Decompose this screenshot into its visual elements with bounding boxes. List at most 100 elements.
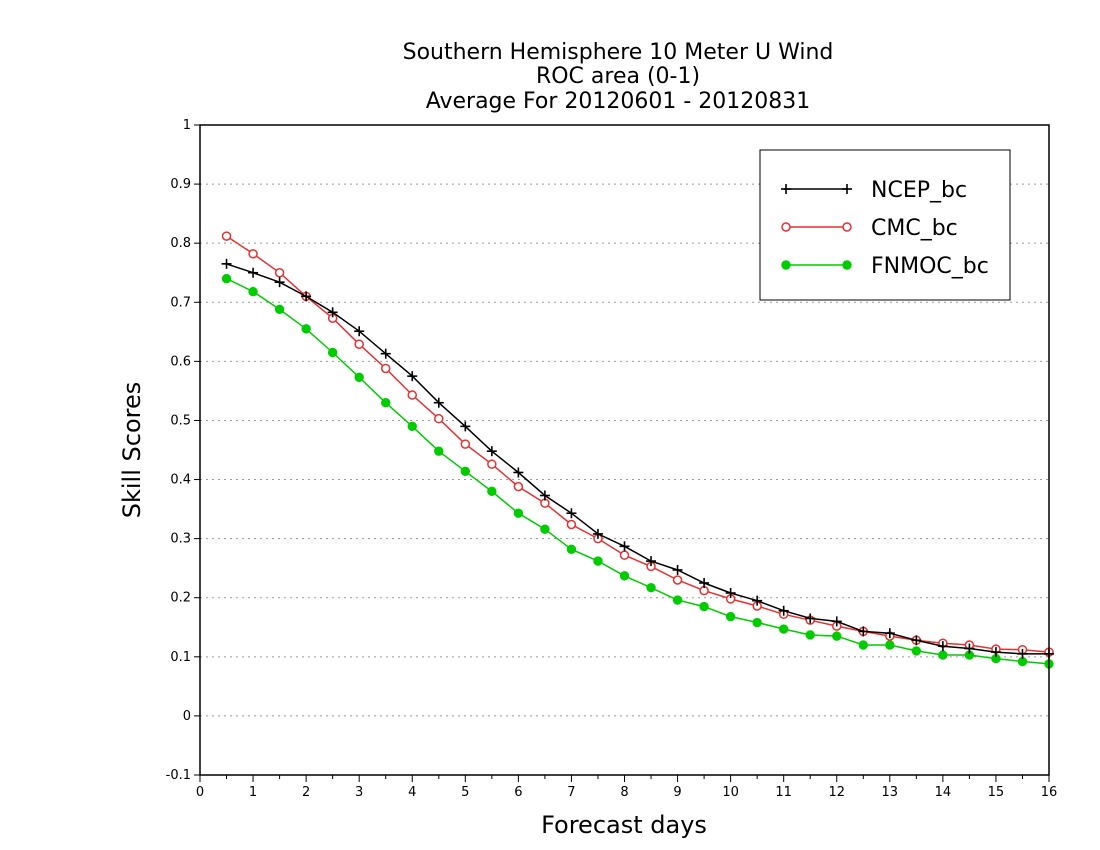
data-point-ncep-bc	[1017, 648, 1028, 659]
y-axis-title: Skill Scores	[118, 382, 146, 519]
data-point-fnmoc-bc	[672, 595, 683, 605]
legend-marker	[781, 222, 791, 232]
series-ncep-bc	[221, 258, 1054, 659]
data-point-fnmoc-bc	[593, 556, 603, 566]
data-point-ncep-bc	[592, 528, 603, 539]
x-tick-label: 13	[882, 785, 899, 800]
data-point-fnmoc-bc	[248, 286, 258, 297]
data-point-ncep-bc	[646, 556, 657, 567]
legend-marker	[842, 184, 852, 194]
chart-title-line-2: ROC area (0-1)	[536, 64, 700, 89]
legend: NCEP_bc CMC_bc FNMOC_bc	[759, 149, 1011, 301]
x-tick-label: 3	[355, 785, 363, 800]
data-point-ncep-bc	[672, 564, 683, 575]
data-point-cmc-bc	[487, 459, 497, 469]
y-tick-label: 0.2	[170, 591, 191, 606]
data-point-ncep-bc	[380, 348, 391, 359]
x-axis: 0 1 2 3 4 5 6 7 8 9 10 11 12 13 14 15 16	[196, 775, 1057, 800]
data-point-fnmoc-bc	[805, 630, 815, 640]
data-point-cmc-bc	[619, 550, 630, 560]
x-tick-label: 1	[249, 785, 257, 800]
data-point-cmc-bc	[380, 363, 391, 374]
data-point-cmc-bc	[434, 413, 444, 424]
x-tick-label: 4	[408, 785, 416, 800]
data-point-ncep-bc	[937, 641, 948, 652]
x-axis-title: Forecast days	[541, 811, 707, 839]
data-point-ncep-bc	[301, 291, 312, 302]
data-point-fnmoc-bc	[885, 640, 895, 650]
data-point-ncep-bc	[805, 613, 816, 624]
y-tick-label: -0.1	[166, 768, 191, 783]
y-tick-label: 0.3	[170, 532, 191, 547]
data-point-fnmoc-bc	[460, 466, 471, 476]
data-point-cmc-bc	[672, 575, 683, 585]
y-tick-label: 0.8	[170, 236, 191, 251]
data-point-ncep-bc	[460, 421, 471, 432]
x-tick-label: 14	[935, 785, 952, 800]
data-point-cmc-bc	[274, 267, 285, 278]
data-point-ncep-bc	[858, 626, 869, 637]
legend-label: FNMOC_bc	[871, 254, 989, 279]
x-tick-label: 0	[196, 785, 204, 800]
legend-marker	[781, 260, 791, 270]
data-point-ncep-bc	[221, 258, 232, 269]
data-point-ncep-bc	[911, 635, 922, 646]
legend-marker	[781, 184, 791, 194]
data-point-fnmoc-bc	[699, 601, 709, 612]
data-point-fnmoc-bc	[911, 646, 922, 656]
legend-item-ncep-bc: NCEP_bc	[781, 178, 967, 203]
legend-marker	[842, 260, 852, 270]
y-tick-label: 0.5	[170, 413, 191, 428]
series-fnmoc-bc	[221, 273, 1054, 669]
data-point-ncep-bc	[566, 508, 577, 519]
y-tick-label: 0.7	[170, 295, 191, 310]
chart-title: Southern Hemisphere 10 Meter U Wind ROC …	[403, 40, 834, 114]
data-point-ncep-bc	[725, 588, 736, 598]
series-line-ncep-bc	[226, 263, 1049, 655]
y-tick-label: 0.4	[170, 473, 191, 488]
x-tick-label: 8	[620, 785, 628, 800]
legend-box	[759, 149, 1011, 301]
data-point-ncep-bc	[407, 371, 418, 382]
data-point-ncep-bc	[327, 307, 338, 318]
legend-item-fnmoc-bc: FNMOC_bc	[781, 254, 989, 279]
x-tick-label: 11	[775, 785, 792, 800]
x-tick-label: 2	[302, 785, 310, 800]
chart-title-line-1: Southern Hemisphere 10 Meter U Wind	[403, 40, 834, 65]
data-point-cmc-bc	[460, 439, 471, 449]
data-point-ncep-bc	[248, 267, 259, 278]
data-point-fnmoc-bc	[327, 347, 338, 358]
data-point-ncep-bc	[778, 605, 789, 616]
series-layer	[221, 231, 1054, 669]
data-point-fnmoc-bc	[646, 582, 656, 593]
data-point-fnmoc-bc	[938, 650, 948, 660]
data-point-fnmoc-bc	[619, 571, 630, 581]
data-point-cmc-bc	[248, 249, 258, 259]
data-point-fnmoc-bc	[274, 304, 285, 315]
y-tick-label: 0.1	[170, 650, 191, 665]
data-point-fnmoc-bc	[778, 624, 789, 634]
data-point-ncep-bc	[964, 643, 975, 654]
data-point-ncep-bc	[539, 490, 550, 501]
data-point-fnmoc-bc	[221, 273, 232, 284]
data-point-ncep-bc	[513, 467, 524, 478]
data-point-ncep-bc	[752, 595, 763, 606]
y-tick-label: 0.9	[170, 177, 191, 192]
data-point-ncep-bc	[433, 397, 444, 408]
data-point-fnmoc-bc	[407, 421, 417, 432]
data-point-ncep-bc	[990, 647, 1001, 658]
data-point-fnmoc-bc	[540, 524, 550, 534]
x-tick-label: 15	[988, 785, 1005, 800]
data-point-fnmoc-bc	[513, 508, 524, 518]
data-point-ncep-bc	[274, 277, 285, 288]
data-point-ncep-bc	[354, 326, 365, 337]
data-point-ncep-bc	[486, 446, 497, 457]
data-point-fnmoc-bc	[301, 324, 311, 334]
legend-marker	[842, 222, 852, 232]
y-tick-label: 0.6	[170, 354, 191, 369]
data-point-cmc-bc	[407, 390, 417, 400]
chart-title-line-3: Average For 20120601 - 20120831	[426, 89, 811, 114]
x-tick-label: 9	[673, 785, 681, 800]
x-tick-label: 5	[461, 785, 469, 800]
